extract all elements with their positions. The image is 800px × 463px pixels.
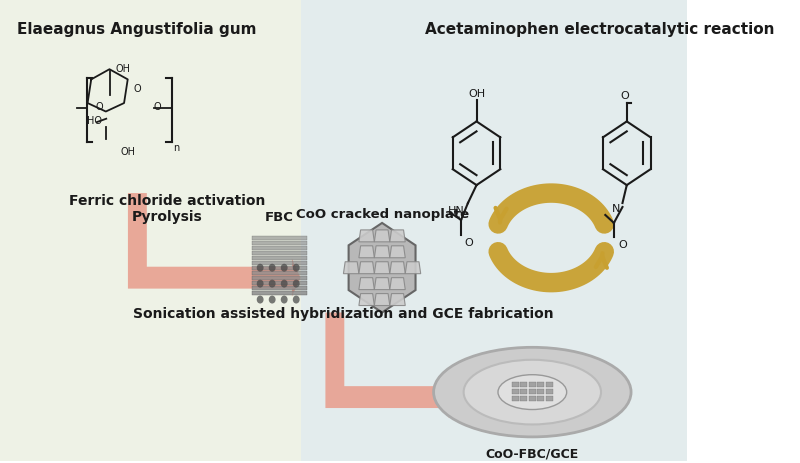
Polygon shape — [406, 262, 421, 274]
Text: N: N — [611, 204, 620, 213]
Bar — [538, 382, 544, 387]
Circle shape — [293, 296, 300, 304]
Polygon shape — [390, 246, 406, 258]
Circle shape — [269, 296, 276, 304]
Polygon shape — [251, 291, 306, 295]
Text: O: O — [154, 102, 161, 112]
Polygon shape — [359, 262, 374, 274]
Bar — [520, 396, 527, 401]
Bar — [529, 396, 536, 401]
Circle shape — [269, 280, 276, 288]
Text: O: O — [618, 239, 627, 249]
Bar — [512, 382, 518, 387]
Bar — [512, 389, 518, 394]
Bar — [546, 382, 553, 387]
Polygon shape — [390, 262, 406, 274]
Polygon shape — [251, 246, 306, 250]
Circle shape — [293, 264, 300, 272]
Polygon shape — [251, 281, 306, 285]
Text: O: O — [465, 238, 474, 247]
Polygon shape — [251, 276, 306, 280]
Polygon shape — [374, 278, 390, 290]
Bar — [529, 382, 536, 387]
Polygon shape — [128, 194, 301, 297]
Polygon shape — [251, 251, 306, 255]
Circle shape — [269, 264, 276, 272]
Polygon shape — [251, 271, 306, 275]
Polygon shape — [0, 0, 687, 461]
Polygon shape — [359, 246, 374, 258]
Polygon shape — [390, 278, 406, 290]
Text: OH: OH — [468, 88, 485, 98]
Text: Acetaminophen electrocatalytic reaction: Acetaminophen electrocatalytic reaction — [425, 22, 774, 37]
Polygon shape — [359, 294, 374, 306]
Text: O: O — [95, 102, 102, 112]
Text: O: O — [134, 84, 142, 94]
Polygon shape — [374, 294, 390, 306]
Text: O: O — [621, 90, 630, 100]
Polygon shape — [390, 294, 406, 306]
Text: HN: HN — [448, 206, 465, 216]
Polygon shape — [359, 231, 374, 242]
Bar — [538, 396, 544, 401]
Polygon shape — [326, 313, 462, 418]
Polygon shape — [251, 261, 306, 265]
Ellipse shape — [464, 360, 601, 425]
Polygon shape — [374, 246, 390, 258]
Text: Ferric chloride activation
Pyrolysis: Ferric chloride activation Pyrolysis — [69, 194, 265, 224]
Ellipse shape — [498, 375, 566, 410]
Text: CoO cracked nanoplate: CoO cracked nanoplate — [295, 207, 469, 220]
Polygon shape — [374, 262, 390, 274]
Polygon shape — [251, 241, 306, 245]
Circle shape — [281, 280, 288, 288]
Text: HO: HO — [86, 116, 102, 126]
Circle shape — [257, 280, 263, 288]
Polygon shape — [251, 236, 306, 240]
Text: CoO-FBC/GCE: CoO-FBC/GCE — [486, 447, 579, 460]
Polygon shape — [251, 286, 306, 290]
Ellipse shape — [434, 348, 631, 437]
Text: Sonication assisted hybridization and GCE fabrication: Sonication assisted hybridization and GC… — [133, 306, 554, 320]
Circle shape — [281, 264, 288, 272]
Bar — [529, 389, 536, 394]
Circle shape — [257, 296, 263, 304]
Polygon shape — [251, 256, 306, 260]
Text: FBC: FBC — [265, 211, 294, 224]
Bar — [520, 389, 527, 394]
Polygon shape — [301, 0, 687, 461]
Text: n: n — [174, 142, 180, 152]
Polygon shape — [359, 278, 374, 290]
Text: OH: OH — [116, 64, 130, 74]
Bar — [512, 396, 518, 401]
Circle shape — [257, 264, 263, 272]
Bar — [520, 382, 527, 387]
Polygon shape — [343, 262, 359, 274]
Bar — [538, 389, 544, 394]
Polygon shape — [390, 231, 406, 242]
Text: Elaeagnus Angustifolia gum: Elaeagnus Angustifolia gum — [17, 22, 257, 37]
Text: OH: OH — [121, 146, 136, 156]
Polygon shape — [349, 224, 415, 313]
Circle shape — [293, 280, 300, 288]
Polygon shape — [374, 231, 390, 242]
Bar — [546, 389, 553, 394]
Bar — [546, 396, 553, 401]
Circle shape — [281, 296, 288, 304]
Polygon shape — [251, 266, 306, 270]
